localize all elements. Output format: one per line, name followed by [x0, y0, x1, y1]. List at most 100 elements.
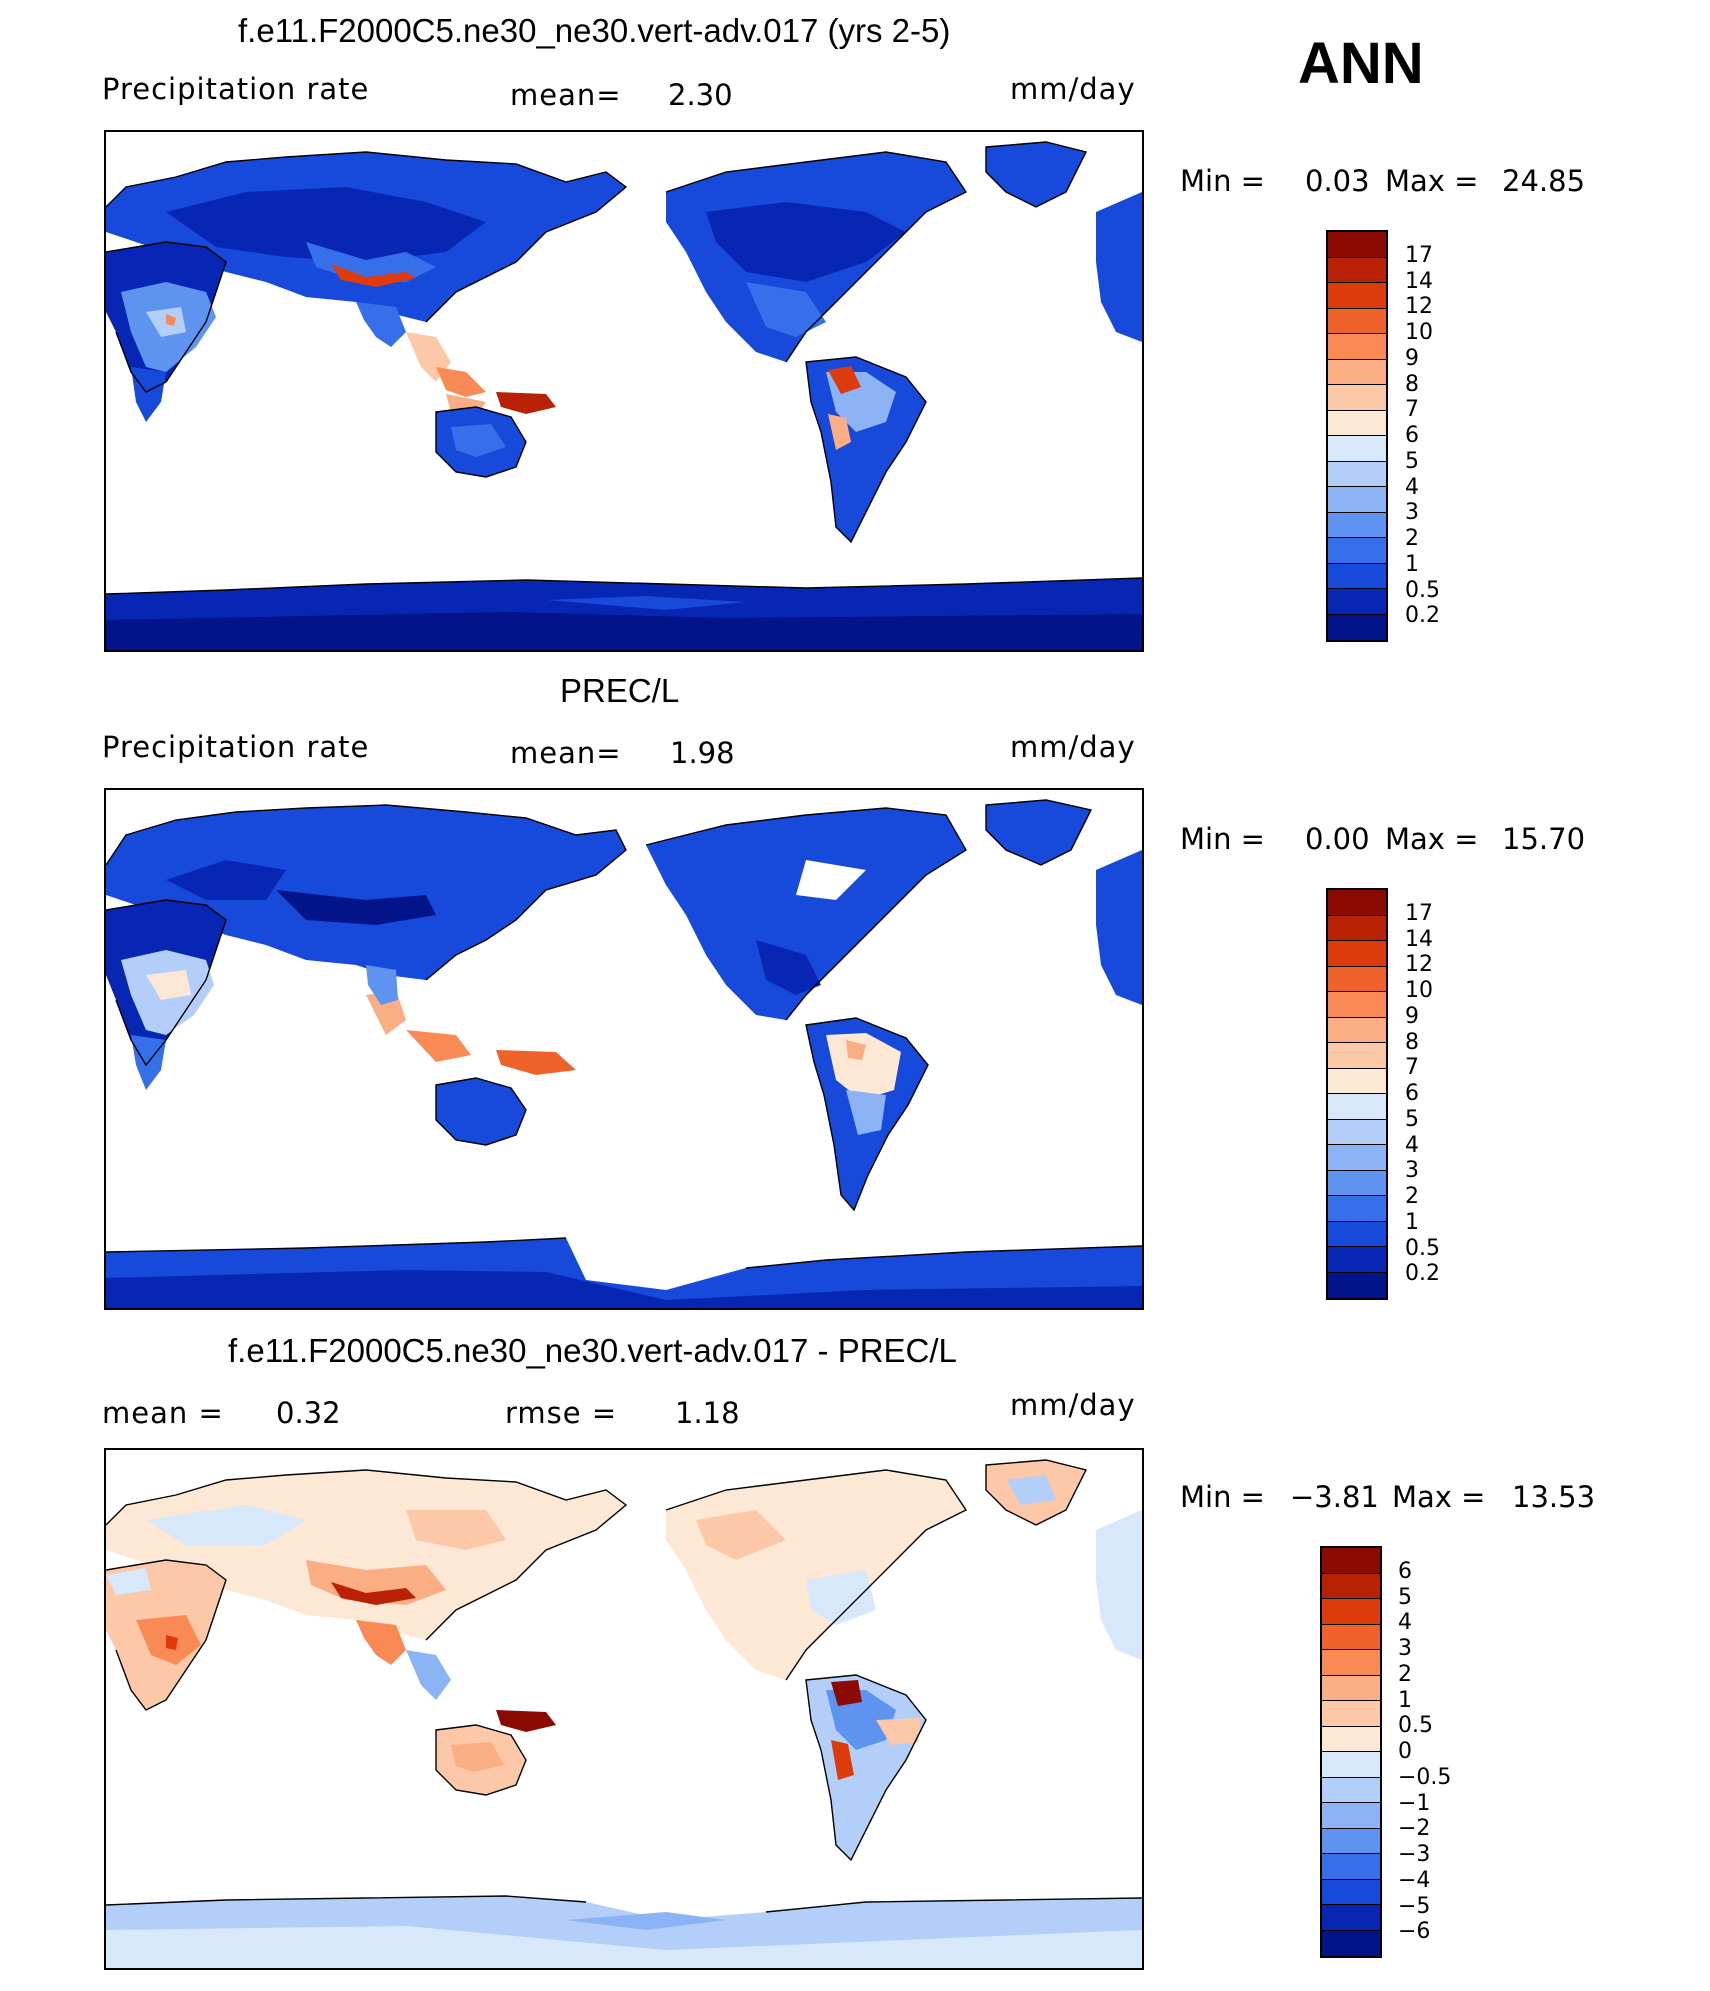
variable-label: Precipitation rate: [102, 72, 370, 106]
colorbar-segment: [1328, 232, 1386, 258]
mean-value: 2.30: [668, 78, 733, 112]
min-label: Min =: [1180, 1480, 1265, 1514]
colorbar-segment: [1328, 992, 1386, 1018]
colorbar-tick-label: −6: [1398, 1919, 1431, 1945]
precip-map: [104, 788, 1144, 1310]
colorbar-tick-label: −4: [1398, 1867, 1431, 1893]
colorbar-segment: [1328, 538, 1386, 564]
colorbar-segment: [1328, 563, 1386, 589]
colorbar-tick-label: 3: [1398, 1636, 1412, 1661]
colorbar-tick-label: 8: [1405, 1029, 1419, 1055]
colorbar-segment: [1328, 1272, 1386, 1298]
colorbar-tick-label: 4: [1405, 1132, 1419, 1158]
colorbar-tick-label: 2: [1405, 526, 1419, 551]
colorbar-labels: 17 14 12 10 9 8 7 6 5 4 3 2 1 0.5 0.2: [1405, 230, 1485, 642]
colorbar-segment: [1328, 1094, 1386, 1120]
colorbar-tick-label: 2: [1405, 1184, 1419, 1209]
colorbar-segment: [1322, 1930, 1380, 1956]
colorbar-tick-label: 7: [1405, 397, 1419, 423]
max-value: 15.70: [1502, 822, 1586, 856]
colorbar-segment: [1322, 1879, 1380, 1905]
max-value: 24.85: [1502, 164, 1586, 198]
colorbar-segment: [1328, 1043, 1386, 1069]
colorbar-tick-label: 9: [1405, 345, 1419, 371]
colorbar-segment: [1328, 1247, 1386, 1273]
colorbar-segment: [1328, 966, 1386, 992]
colorbar-tick-label: 0.2: [1405, 1261, 1440, 1287]
colorbar-tick-label: 2: [1398, 1661, 1412, 1687]
colorbar-segment: [1328, 410, 1386, 436]
panel-title: f.e11.F2000C5.ne30_ne30.vert-adv.017 - P…: [228, 1332, 957, 1369]
colorbar-segment: [1322, 1675, 1380, 1701]
colorbar-tick-label: 17: [1405, 242, 1433, 268]
colorbar-segment: [1328, 1196, 1386, 1222]
colorbar-tick-label: −5: [1398, 1893, 1431, 1919]
min-value: 0.03: [1305, 164, 1370, 198]
colorbar-segment: [1328, 461, 1386, 487]
colorbar-segment: [1322, 1828, 1380, 1854]
colorbar-segment: [1322, 1854, 1380, 1880]
colorbar-segment: [1328, 1170, 1386, 1196]
colorbar-segment: [1328, 283, 1386, 309]
colorbar-segment: [1328, 257, 1386, 283]
colorbar-segment: [1322, 1701, 1380, 1727]
colorbar-segment: [1328, 589, 1386, 615]
mean-label: mean=: [510, 736, 622, 770]
max-label: Max =: [1385, 164, 1479, 198]
units-label: mm/day: [1010, 730, 1136, 764]
colorbar-segment: [1328, 512, 1386, 538]
colorbar-segment: [1328, 487, 1386, 513]
colorbar-segment: [1328, 1017, 1386, 1043]
colorbar-segment: [1322, 1803, 1380, 1829]
season-label: ANN: [1298, 31, 1424, 96]
colorbar-tick-label: 1: [1405, 1209, 1419, 1235]
colorbar-segment: [1328, 915, 1386, 941]
max-label: Max =: [1385, 822, 1479, 856]
panel-title: PREC/L: [560, 672, 680, 709]
min-label: Min =: [1180, 822, 1265, 856]
colorbar-tick-label: 6: [1398, 1558, 1412, 1584]
diff-mean-value: 0.32: [276, 1396, 341, 1430]
colorbar-tick-label: 0: [1398, 1739, 1412, 1764]
colorbar-tick-label: 14: [1405, 268, 1433, 294]
colorbar-tick-label: 4: [1405, 474, 1419, 500]
colorbar-tick-label: −2: [1398, 1816, 1431, 1842]
colorbar-segment: [1328, 1068, 1386, 1094]
colorbar-tick-label: 12: [1405, 294, 1433, 320]
colorbar-tick-label: 10: [1405, 978, 1433, 1003]
colorbar-tick-label: 5: [1405, 448, 1419, 474]
colorbar-segment: [1328, 1145, 1386, 1171]
colorbar-tick-label: 0.5: [1398, 1713, 1433, 1739]
colorbar-segment: [1322, 1752, 1380, 1778]
rmse-value: 1.18: [675, 1396, 740, 1430]
colorbar-segment: [1322, 1777, 1380, 1803]
colorbar-tick-label: 12: [1405, 952, 1433, 978]
colorbar-tick-label: 9: [1405, 1003, 1419, 1029]
colorbar-tick-label: 0.5: [1405, 577, 1440, 603]
min-label: Min =: [1180, 164, 1265, 198]
colorbar-segment: [1322, 1599, 1380, 1625]
colorbar-tick-label: 14: [1405, 926, 1433, 952]
colorbar: [1320, 1546, 1382, 1958]
diff-mean-label: mean =: [102, 1396, 224, 1430]
colorbar-segment: [1322, 1726, 1380, 1752]
max-label: Max =: [1392, 1480, 1486, 1514]
colorbar-tick-label: 5: [1405, 1106, 1419, 1132]
variable-label: Precipitation rate: [102, 730, 370, 764]
colorbar-tick-label: 0.2: [1405, 603, 1440, 629]
colorbar-tick-label: 17: [1405, 900, 1433, 926]
colorbar-tick-label: 4: [1398, 1610, 1412, 1636]
difference-map: [104, 1448, 1144, 1970]
colorbar-segment: [1328, 614, 1386, 640]
colorbar-segment: [1328, 436, 1386, 462]
colorbar-tick-label: 3: [1405, 500, 1419, 526]
colorbar-tick-label: 3: [1405, 1158, 1419, 1184]
colorbar-tick-label: 7: [1405, 1055, 1419, 1081]
colorbar-tick-label: 1: [1398, 1687, 1412, 1713]
colorbar-segment: [1322, 1650, 1380, 1676]
colorbar: [1326, 230, 1388, 642]
colorbar-segment: [1322, 1548, 1380, 1574]
colorbar-tick-label: 8: [1405, 371, 1419, 397]
units-label: mm/day: [1010, 1388, 1136, 1422]
mean-label: mean=: [510, 78, 622, 112]
